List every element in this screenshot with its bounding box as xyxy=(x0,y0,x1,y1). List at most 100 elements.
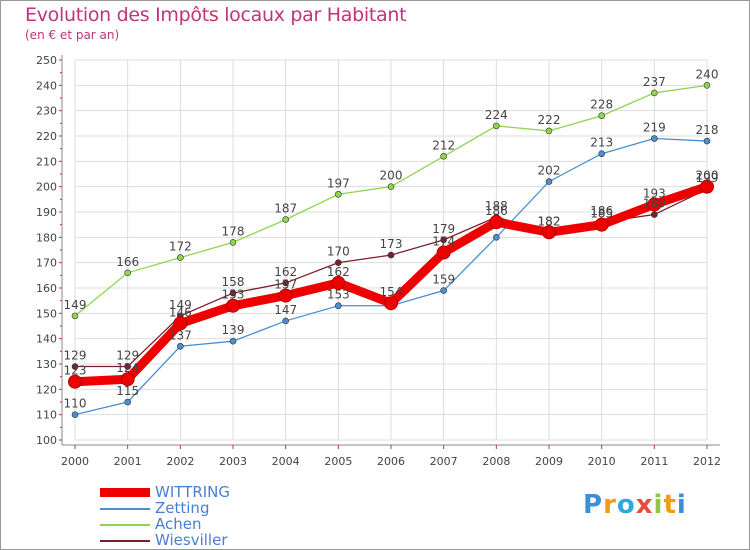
legend-swatch-wiesviller xyxy=(100,540,150,542)
data-label-zetting: 202 xyxy=(538,164,561,178)
data-label-achen: 224 xyxy=(485,108,508,122)
data-label-wittring: 193 xyxy=(643,186,666,200)
data-point-wiesviller xyxy=(440,236,447,244)
data-label-zetting: 115 xyxy=(116,384,139,398)
logo-letter: P xyxy=(583,490,604,520)
data-label-wittring: 123 xyxy=(64,364,87,378)
data-label-wittring: 146 xyxy=(169,305,192,319)
data-label-zetting: 137 xyxy=(169,328,192,342)
data-label-wiesviller: 149 xyxy=(169,298,192,312)
logo-letter: o xyxy=(616,490,636,520)
y-tick-label: 220 xyxy=(36,130,57,143)
data-point-wiesviller xyxy=(229,289,237,297)
x-tick-label: 2006 xyxy=(377,455,405,468)
logo-letter: t xyxy=(663,490,677,520)
data-label-achen: 178 xyxy=(222,224,245,238)
data-label-wittring: 124 xyxy=(116,361,139,375)
data-point-wittring xyxy=(331,275,346,290)
data-point-wittring xyxy=(489,215,504,230)
x-tick-label: 2009 xyxy=(535,455,563,468)
data-label-achen: 212 xyxy=(432,138,455,152)
y-tick-label: 230 xyxy=(36,105,57,118)
data-label-wittring: 154 xyxy=(380,285,403,299)
data-point-zetting xyxy=(335,302,342,310)
x-tick-label: 2011 xyxy=(640,455,668,468)
data-label-wittring: 200 xyxy=(696,169,719,183)
data-label-wittring: 157 xyxy=(274,278,297,292)
data-label-achen: 149 xyxy=(64,298,87,312)
data-point-achen xyxy=(124,269,131,277)
data-label-wittring: 186 xyxy=(485,204,508,218)
logo-letter: r xyxy=(603,490,617,520)
data-point-wittring xyxy=(384,296,398,311)
data-label-achen: 228 xyxy=(590,98,613,112)
data-point-achen xyxy=(177,254,184,261)
data-point-zetting xyxy=(282,317,289,325)
data-label-wittring: 174 xyxy=(432,235,455,249)
x-tick-label: 2010 xyxy=(588,455,616,468)
data-point-achen xyxy=(282,216,289,223)
data-label-achen: 200 xyxy=(380,169,403,183)
y-tick-label: 250 xyxy=(36,54,57,67)
data-label-wiesviller: 173 xyxy=(380,237,403,251)
data-label-wiesviller: 199 xyxy=(696,171,719,185)
data-label-zetting: 219 xyxy=(643,121,666,135)
data-point-wittring xyxy=(542,225,556,240)
data-label-achen: 240 xyxy=(696,67,719,81)
y-tick-label: 140 xyxy=(36,333,57,346)
data-label-wiesviller: 179 xyxy=(432,222,455,236)
data-point-wiesviller xyxy=(282,279,289,287)
y-tick-label: 150 xyxy=(36,307,57,320)
data-label-wiesviller: 162 xyxy=(274,265,297,279)
data-point-achen xyxy=(545,127,553,135)
data-label-zetting: 218 xyxy=(696,123,719,137)
data-point-achen xyxy=(651,89,658,97)
data-label-wiesviller: 129 xyxy=(64,349,87,363)
data-label-zetting: 153 xyxy=(327,288,350,302)
data-point-wittring xyxy=(226,298,240,313)
data-point-achen xyxy=(440,152,447,160)
logo-letter: i xyxy=(653,490,664,520)
data-label-wiesviller: 129 xyxy=(116,349,139,363)
y-tick-label: 110 xyxy=(36,409,57,422)
data-label-wittring: 153 xyxy=(222,288,245,302)
data-point-wiesviller xyxy=(124,363,131,370)
data-point-wiesviller xyxy=(651,211,658,218)
data-point-achen xyxy=(387,183,395,190)
data-point-achen xyxy=(598,112,605,120)
data-point-wiesviller xyxy=(335,259,342,266)
data-label-wiesviller: 158 xyxy=(222,275,245,289)
y-tick-label: 190 xyxy=(36,206,57,219)
data-point-wittring xyxy=(594,217,609,232)
y-tick-label: 240 xyxy=(36,79,57,92)
y-tick-label: 170 xyxy=(36,257,57,270)
y-tick-label: 160 xyxy=(36,282,57,295)
data-label-zetting: 159 xyxy=(432,273,455,287)
data-point-zetting xyxy=(229,337,237,345)
data-point-wiesviller xyxy=(71,363,79,370)
data-label-wiesviller: 189 xyxy=(643,197,666,211)
chart-title: Evolution des Impôts locaux par Habitant xyxy=(25,4,407,26)
data-point-achen xyxy=(335,190,342,198)
legend-label: WITTRING xyxy=(155,483,231,501)
x-tick-label: 2003 xyxy=(219,455,247,468)
legend-swatch-achen xyxy=(100,524,150,526)
legend-swatch-wittring xyxy=(100,488,150,497)
y-tick-label: 100 xyxy=(36,434,57,447)
x-tick-label: 2012 xyxy=(693,455,721,468)
data-label-achen: 166 xyxy=(116,255,139,269)
legend-label: Achen xyxy=(155,515,202,533)
data-point-achen xyxy=(229,239,237,246)
data-point-wiesviller xyxy=(387,251,395,259)
x-tick-label: 2005 xyxy=(324,455,352,468)
legend-label: Zetting xyxy=(155,499,210,517)
x-tick-label: 2001 xyxy=(114,455,142,468)
data-point-zetting xyxy=(124,398,131,406)
data-point-wittring xyxy=(120,372,135,387)
y-tick-label: 210 xyxy=(36,155,57,168)
legend-swatch-zetting xyxy=(100,508,150,510)
y-tick-label: 200 xyxy=(36,181,57,194)
data-label-wiesviller: 170 xyxy=(327,245,350,259)
data-label-achen: 222 xyxy=(538,113,561,127)
data-point-wittring xyxy=(173,316,188,331)
